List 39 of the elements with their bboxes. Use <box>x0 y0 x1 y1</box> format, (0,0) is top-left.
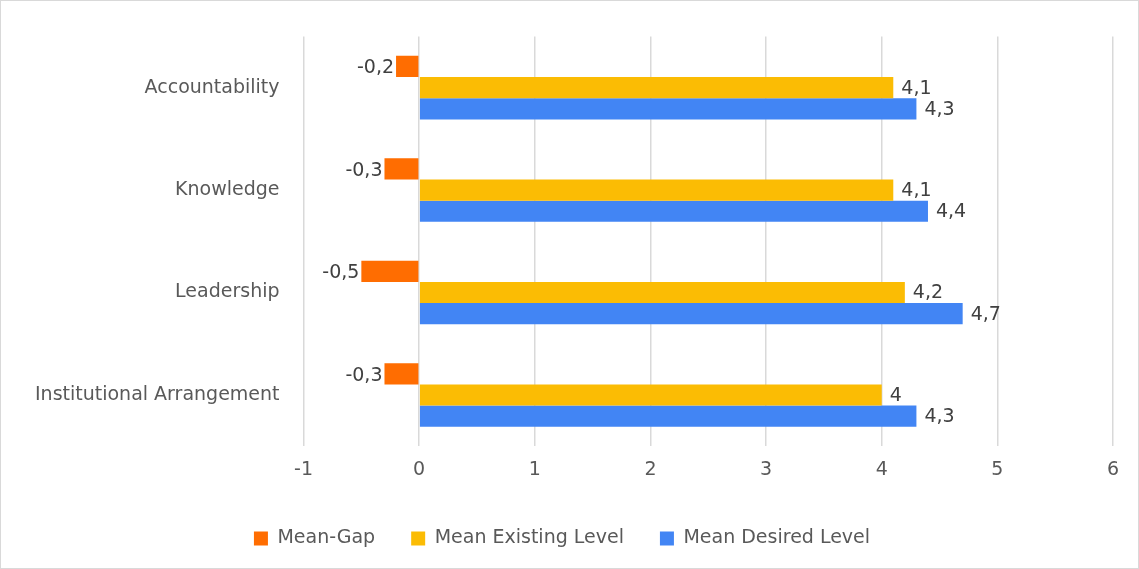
bar <box>419 281 905 304</box>
y-tick-label: Leadership <box>175 279 280 302</box>
bar <box>419 303 963 325</box>
data-label: 4,3 <box>924 96 955 119</box>
bar <box>419 384 882 406</box>
x-tick-label: 6 <box>1106 456 1120 479</box>
bar <box>419 405 917 427</box>
bar <box>419 200 928 222</box>
x-tick-label: 0 <box>413 456 426 479</box>
data-label: -0,5 <box>322 260 360 283</box>
bar <box>419 77 894 99</box>
x-tick-label: 4 <box>875 456 888 479</box>
y-tick-label: Knowledge <box>175 177 280 200</box>
data-label: 4 <box>889 382 902 405</box>
bar <box>361 260 419 282</box>
x-tick-label: 1 <box>528 456 541 479</box>
legend-label: Mean-Gap <box>277 525 376 548</box>
data-label: -0,2 <box>356 55 395 78</box>
data-label: 4,3 <box>924 404 955 427</box>
data-label: 4,7 <box>970 301 1001 324</box>
y-tick-label: Institutional Arrangement <box>34 381 280 404</box>
data-label: 4,1 <box>901 75 932 98</box>
x-tick-label: 3 <box>760 456 773 479</box>
bar <box>384 158 419 180</box>
x-tick-label: -1 <box>294 456 314 479</box>
data-label: 4,4 <box>935 199 967 222</box>
x-tick-label: 2 <box>644 456 657 479</box>
bar <box>419 179 894 201</box>
legend-label: Mean Existing Level <box>434 525 624 548</box>
y-tick-label: Accountability <box>144 74 280 97</box>
bar <box>396 55 419 78</box>
x-tick-label: 5 <box>991 456 1004 479</box>
bar <box>384 363 419 385</box>
data-label: 4,1 <box>901 178 932 201</box>
data-label: 4,2 <box>912 280 944 303</box>
data-label: -0,3 <box>345 157 383 180</box>
legend-label: Mean Desired Level <box>683 525 871 548</box>
data-label: -0,3 <box>345 362 383 385</box>
bar <box>419 98 917 120</box>
